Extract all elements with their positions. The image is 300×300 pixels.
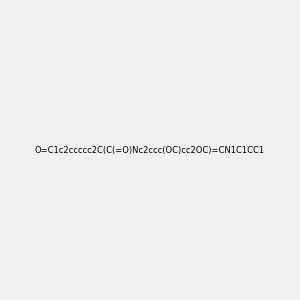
Text: O=C1c2ccccc2C(C(=O)Nc2ccc(OC)cc2OC)=CN1C1CC1: O=C1c2ccccc2C(C(=O)Nc2ccc(OC)cc2OC)=CN1C… (35, 146, 265, 154)
